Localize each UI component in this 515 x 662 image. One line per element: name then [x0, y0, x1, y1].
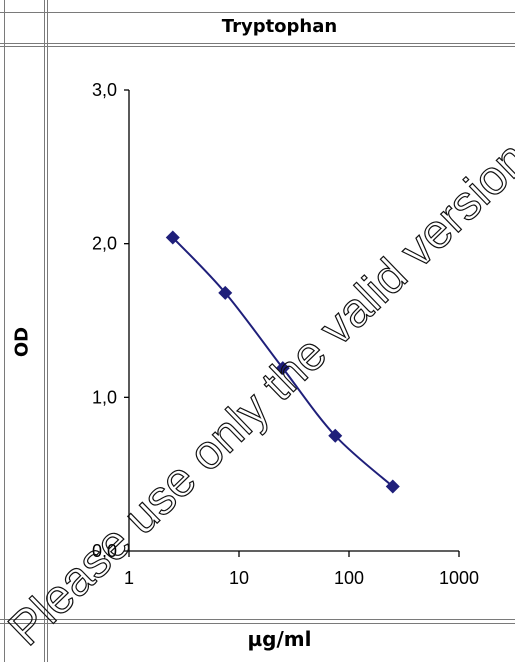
x-tick-label: 100: [334, 568, 364, 588]
data-point-marker: [165, 230, 180, 245]
y-tick-label: 2,0: [92, 234, 117, 254]
footer-divider: [0, 619, 515, 620]
x-tick-label: 10: [229, 568, 249, 588]
left-border-line: [4, 0, 5, 662]
y-tick-label: 0,0: [92, 541, 117, 561]
chart-title: Tryptophan: [221, 16, 338, 37]
data-point-marker: [385, 479, 400, 494]
x-tick-label: 1: [124, 568, 134, 588]
data-point-marker: [218, 285, 233, 300]
left-column-divider: [44, 0, 45, 662]
header-divider-inner: [0, 46, 515, 47]
data-point-marker: [275, 361, 290, 376]
data-point-marker: [328, 428, 343, 443]
y-tick-label: 3,0: [92, 80, 117, 100]
x-axis-label: µg/ml: [247, 627, 312, 651]
y-tick-label: 1,0: [92, 387, 117, 407]
header-divider: [0, 43, 515, 44]
left-column-divider-inner: [47, 0, 48, 662]
x-tick-label: 1000: [439, 568, 479, 588]
top-border-line: [0, 12, 515, 13]
footer-divider-inner: [0, 623, 515, 624]
